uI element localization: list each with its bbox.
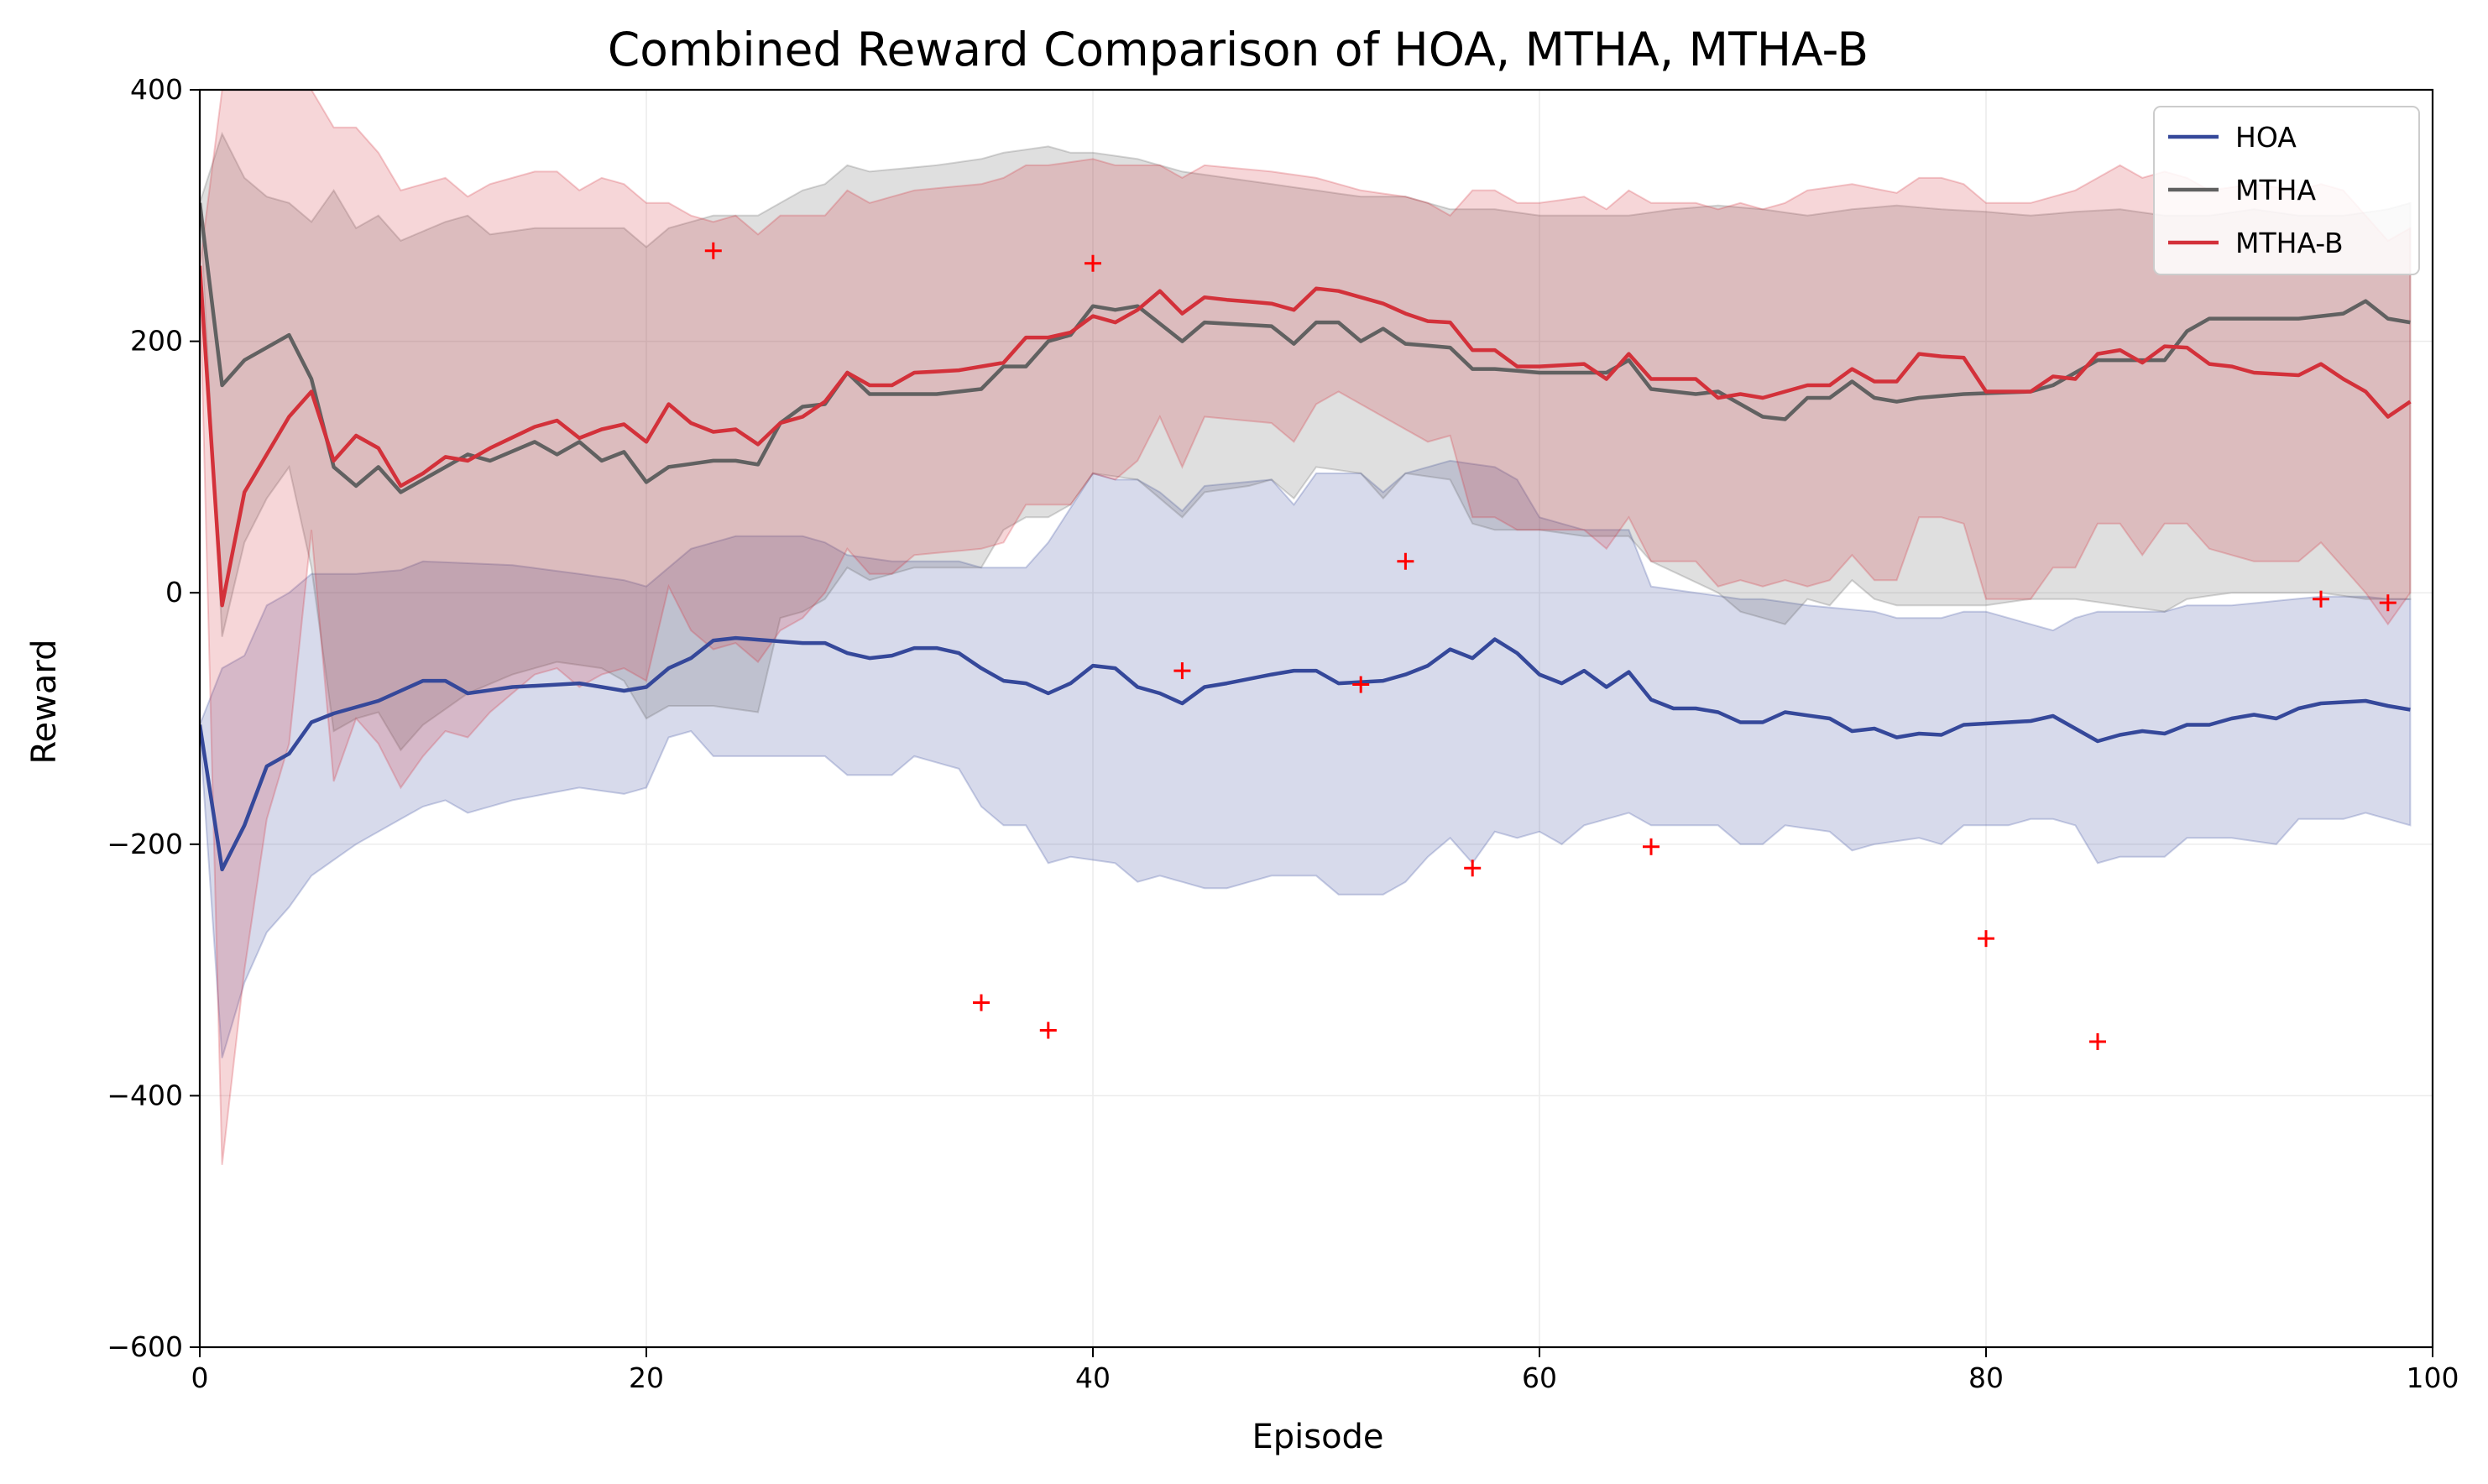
outlier-point bbox=[2089, 1032, 2106, 1050]
x-tick-label: 40 bbox=[1075, 1361, 1111, 1394]
mtha-b-line bbox=[200, 265, 2412, 608]
mtha-band bbox=[200, 131, 2412, 752]
y-tick-label: −600 bbox=[107, 1330, 183, 1363]
y-tick-label: 400 bbox=[130, 73, 183, 106]
y-tick-label: 0 bbox=[165, 576, 183, 609]
mtha-b-band bbox=[200, 90, 2412, 1165]
y-tick-label: −200 bbox=[107, 828, 183, 860]
legend-label-hoa: HOA bbox=[2235, 121, 2297, 154]
x-tick-label: 80 bbox=[1968, 1361, 2004, 1394]
outlier-point bbox=[1352, 676, 1370, 693]
axis-ticks: 0 20 40 60 80 100 400 200 0 −200 −400 −600 bbox=[107, 73, 2459, 1394]
outlier-point bbox=[2379, 594, 2397, 612]
mtha-line bbox=[200, 202, 2411, 494]
x-tick-label: 60 bbox=[1522, 1361, 1557, 1394]
outlier-point bbox=[1464, 860, 1482, 877]
legend-label-mtha: MTHA bbox=[2235, 174, 2316, 206]
hoa-band bbox=[200, 459, 2412, 1058]
x-tick-label: 100 bbox=[2407, 1361, 2459, 1394]
legend-box bbox=[2153, 106, 2420, 275]
series-lines bbox=[200, 202, 2412, 872]
outlier-point bbox=[1173, 662, 1191, 680]
plot-frame bbox=[198, 88, 2434, 1349]
outlier-point bbox=[704, 242, 722, 259]
outlier-point bbox=[2313, 590, 2329, 608]
outlier-point bbox=[1978, 930, 1994, 948]
outlier-point bbox=[1085, 254, 1101, 272]
confidence-bands bbox=[200, 90, 2412, 1165]
x-axis-label: Episode bbox=[1252, 1418, 1383, 1456]
outlier-point bbox=[973, 994, 990, 1011]
outlier-point bbox=[1039, 1022, 1057, 1039]
chart-title: Combined Reward Comparison of HOA, MTHA,… bbox=[608, 23, 1869, 76]
x-tick-label: 20 bbox=[629, 1361, 664, 1394]
y-tick-label: 200 bbox=[130, 325, 183, 358]
x-tick-label: 0 bbox=[191, 1361, 209, 1394]
outlier-point bbox=[1397, 552, 1414, 570]
y-axis-label: Reward bbox=[25, 640, 64, 765]
legend: HOA MTHA MTHA-B bbox=[2153, 106, 2420, 275]
legend-label-mtha-b: MTHA-B bbox=[2235, 227, 2344, 259]
y-tick-label: −400 bbox=[107, 1079, 183, 1111]
outlier-markers bbox=[704, 242, 2397, 1050]
hoa-line bbox=[200, 635, 2411, 872]
outlier-point bbox=[1643, 838, 1660, 855]
